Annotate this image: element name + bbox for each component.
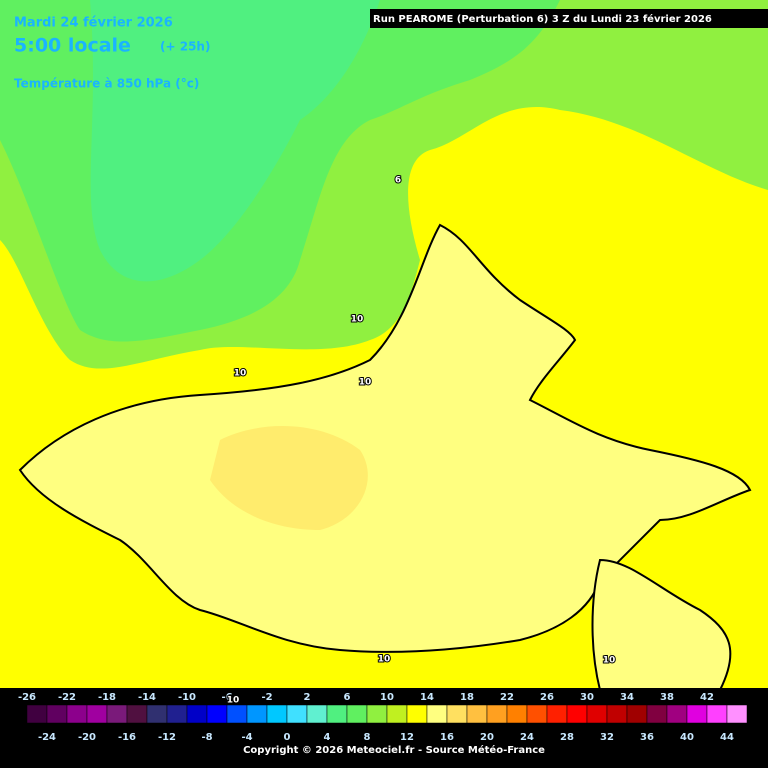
field-name: Température à 850 hPa (°c) [14,77,199,91]
scale-swatch [386,704,408,724]
scale-swatch [146,704,168,724]
scale-label: -2 [261,692,272,703]
scale-label: 28 [560,732,574,743]
scale-swatch [366,704,388,724]
scale-label: -6 [221,692,232,703]
scale-label: 8 [364,732,371,743]
scale-label: 4 [324,732,331,743]
scale-swatch [706,704,728,724]
map-area-teal [90,0,380,282]
scale-label: 10 [380,692,394,703]
legend-background [0,688,768,768]
scale-label: 12 [400,732,414,743]
scale-swatch [506,704,528,724]
scale-label: 26 [540,692,554,703]
scale-label: 42 [700,692,714,703]
scale-swatch [606,704,628,724]
scale-swatch [286,704,308,724]
scale-swatch [66,704,88,724]
scale-swatch [446,704,468,724]
scale-swatch [586,704,608,724]
scale-label: -10 [178,692,196,703]
scale-label: 40 [680,732,694,743]
scale-swatch [466,704,488,724]
scale-swatch [626,704,648,724]
scale-swatch [486,704,508,724]
run-info: Run PEAROME (Perturbation 6) 3 Z du Lund… [373,13,712,25]
copyright: Copyright © 2026 Meteociel.fr - Source M… [243,744,545,756]
scale-label: 30 [580,692,594,703]
scale-swatch [526,704,548,724]
scale-label: -14 [138,692,156,703]
scale-swatch [666,704,688,724]
map-area-warm [210,426,368,530]
scale-label: 32 [600,732,614,743]
scale-swatch [726,704,748,724]
scale-label: 0 [284,732,291,743]
lead-time: (+ 25h) [160,40,210,54]
scale-swatch [646,704,668,724]
scale-label: 2 [304,692,311,703]
scale-label: -26 [18,692,36,703]
scale-label: -20 [78,732,96,743]
scale-swatch [186,704,208,724]
scale-label: 14 [420,692,434,703]
scale-label: 44 [720,732,734,743]
scale-swatch [686,704,708,724]
contour-label: 10 [234,369,247,379]
scale-swatch [406,704,428,724]
scale-swatch [346,704,368,724]
scale-swatch [326,704,348,724]
color-scale: -26-24-22-20-18-16-14-12-10-8-6-4-202468… [18,692,748,743]
contour-labels: 6 10 10 10 10 10 10 [226,175,617,707]
scale-swatch [246,704,268,724]
scale-swatch [226,704,248,724]
contour-label: 10 [359,378,372,388]
scale-swatch [26,704,48,724]
scale-swatch [206,704,228,724]
scale-swatch [546,704,568,724]
scale-label: -18 [98,692,116,703]
run-banner [370,9,768,28]
contour-label: 10 [603,656,616,666]
scale-label: 6 [344,692,351,703]
scale-swatch [306,704,328,724]
scale-label: 38 [660,692,674,703]
scale-swatch [126,704,148,724]
scale-swatch [106,704,128,724]
map-area-pale-yellow [18,223,752,653]
scale-swatch [566,704,588,724]
scale-label: -22 [58,692,76,703]
scale-label: 34 [620,692,634,703]
scale-swatch [166,704,188,724]
scale-label: -24 [38,732,56,743]
scale-label: 18 [460,692,474,703]
scale-label: -8 [201,732,212,743]
scale-label: 20 [480,732,494,743]
scale-label: -16 [118,732,136,743]
contour-label: 10 [351,315,364,325]
time: 5:00 locale [14,35,131,57]
scale-label: 24 [520,732,534,743]
scale-label: -12 [158,732,176,743]
scale-label: -4 [241,732,252,743]
scale-label: 22 [500,692,514,703]
scale-swatch [46,704,68,724]
scale-swatch [266,704,288,724]
scale-label: 16 [440,732,454,743]
scale-swatch [86,704,108,724]
scale-swatch [426,704,448,724]
map-area-pale-yellow-east [591,558,732,691]
contour-label: 6 [395,176,401,186]
date: Mardi 24 février 2026 [14,16,173,31]
contour-label: 10 [378,655,391,665]
scale-label: 36 [640,732,654,743]
contour-label: 10 [227,696,240,706]
